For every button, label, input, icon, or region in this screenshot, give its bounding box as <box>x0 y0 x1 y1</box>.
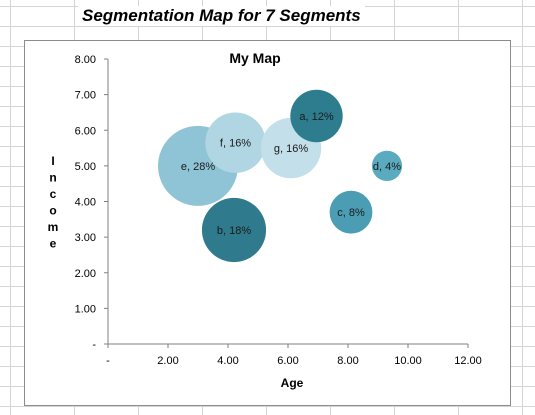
y-tick-label: 5.00 <box>75 161 96 173</box>
axes: - 1.00 2.00 3.00 4.00 5.00 6.00 7.00 8.00 - 2.00 4.… <box>75 54 482 367</box>
bubble <box>201 197 267 263</box>
bubble <box>329 190 373 234</box>
x-tick-label: 12.00 <box>454 355 482 367</box>
y-tick-label: 1.00 <box>75 303 96 315</box>
y-axis-title-char: m <box>48 220 59 234</box>
x-tick-label: 2.00 <box>157 355 178 367</box>
y-tick-label: - <box>92 339 96 351</box>
y-tick-label: 4.00 <box>75 197 96 209</box>
bubble-label: c, 8% <box>337 207 365 219</box>
bubble-label: g, 16% <box>274 143 308 155</box>
bubble-label: d, 4% <box>373 161 401 173</box>
y-tick-label: 6.00 <box>75 125 96 137</box>
bubble-label: e, 28% <box>181 161 215 173</box>
x-tick-label: 8.00 <box>337 355 358 367</box>
y-tick-label: 3.00 <box>75 232 96 244</box>
x-tick-label: 10.00 <box>394 355 422 367</box>
bubble <box>290 89 343 143</box>
chart-title: My Map <box>229 50 280 66</box>
chart-area[interactable]: My Map - 1.00 2.00 3.00 4.00 5.00 6.00 7.00 8.00… <box>24 40 511 406</box>
y-axis-title-char: o <box>49 204 56 218</box>
y-axis-title-char: n <box>49 171 56 185</box>
y-axis-title-char: I <box>51 154 54 168</box>
bubble-chart: My Map - 1.00 2.00 3.00 4.00 5.00 6.00 7.00 8.00… <box>48 50 482 390</box>
x-tick-label: - <box>106 355 110 367</box>
bubble-label: f, 16% <box>220 138 251 150</box>
y-tick-label: 2.00 <box>75 268 96 280</box>
x-tick-label: 6.00 <box>277 355 298 367</box>
y-axis-title-char: c <box>50 187 57 201</box>
y-tick-label: 7.00 <box>75 90 96 102</box>
y-axis-title-char: e <box>50 237 57 251</box>
bubble-label: b, 18% <box>217 225 251 237</box>
y-tick-label: 8.00 <box>75 54 96 66</box>
bubbles: e, 28% f, 16% g, 16% a, 12% b, 18% c, 8% d, 4% <box>158 89 403 263</box>
bubble-label: a, 12% <box>299 111 333 123</box>
bubble <box>371 150 403 181</box>
x-axis-title: Age <box>281 376 304 390</box>
sheet-title: Segmentation Map for 7 Segments <box>78 6 365 26</box>
x-tick-label: 4.00 <box>217 355 238 367</box>
bubble <box>205 112 266 173</box>
